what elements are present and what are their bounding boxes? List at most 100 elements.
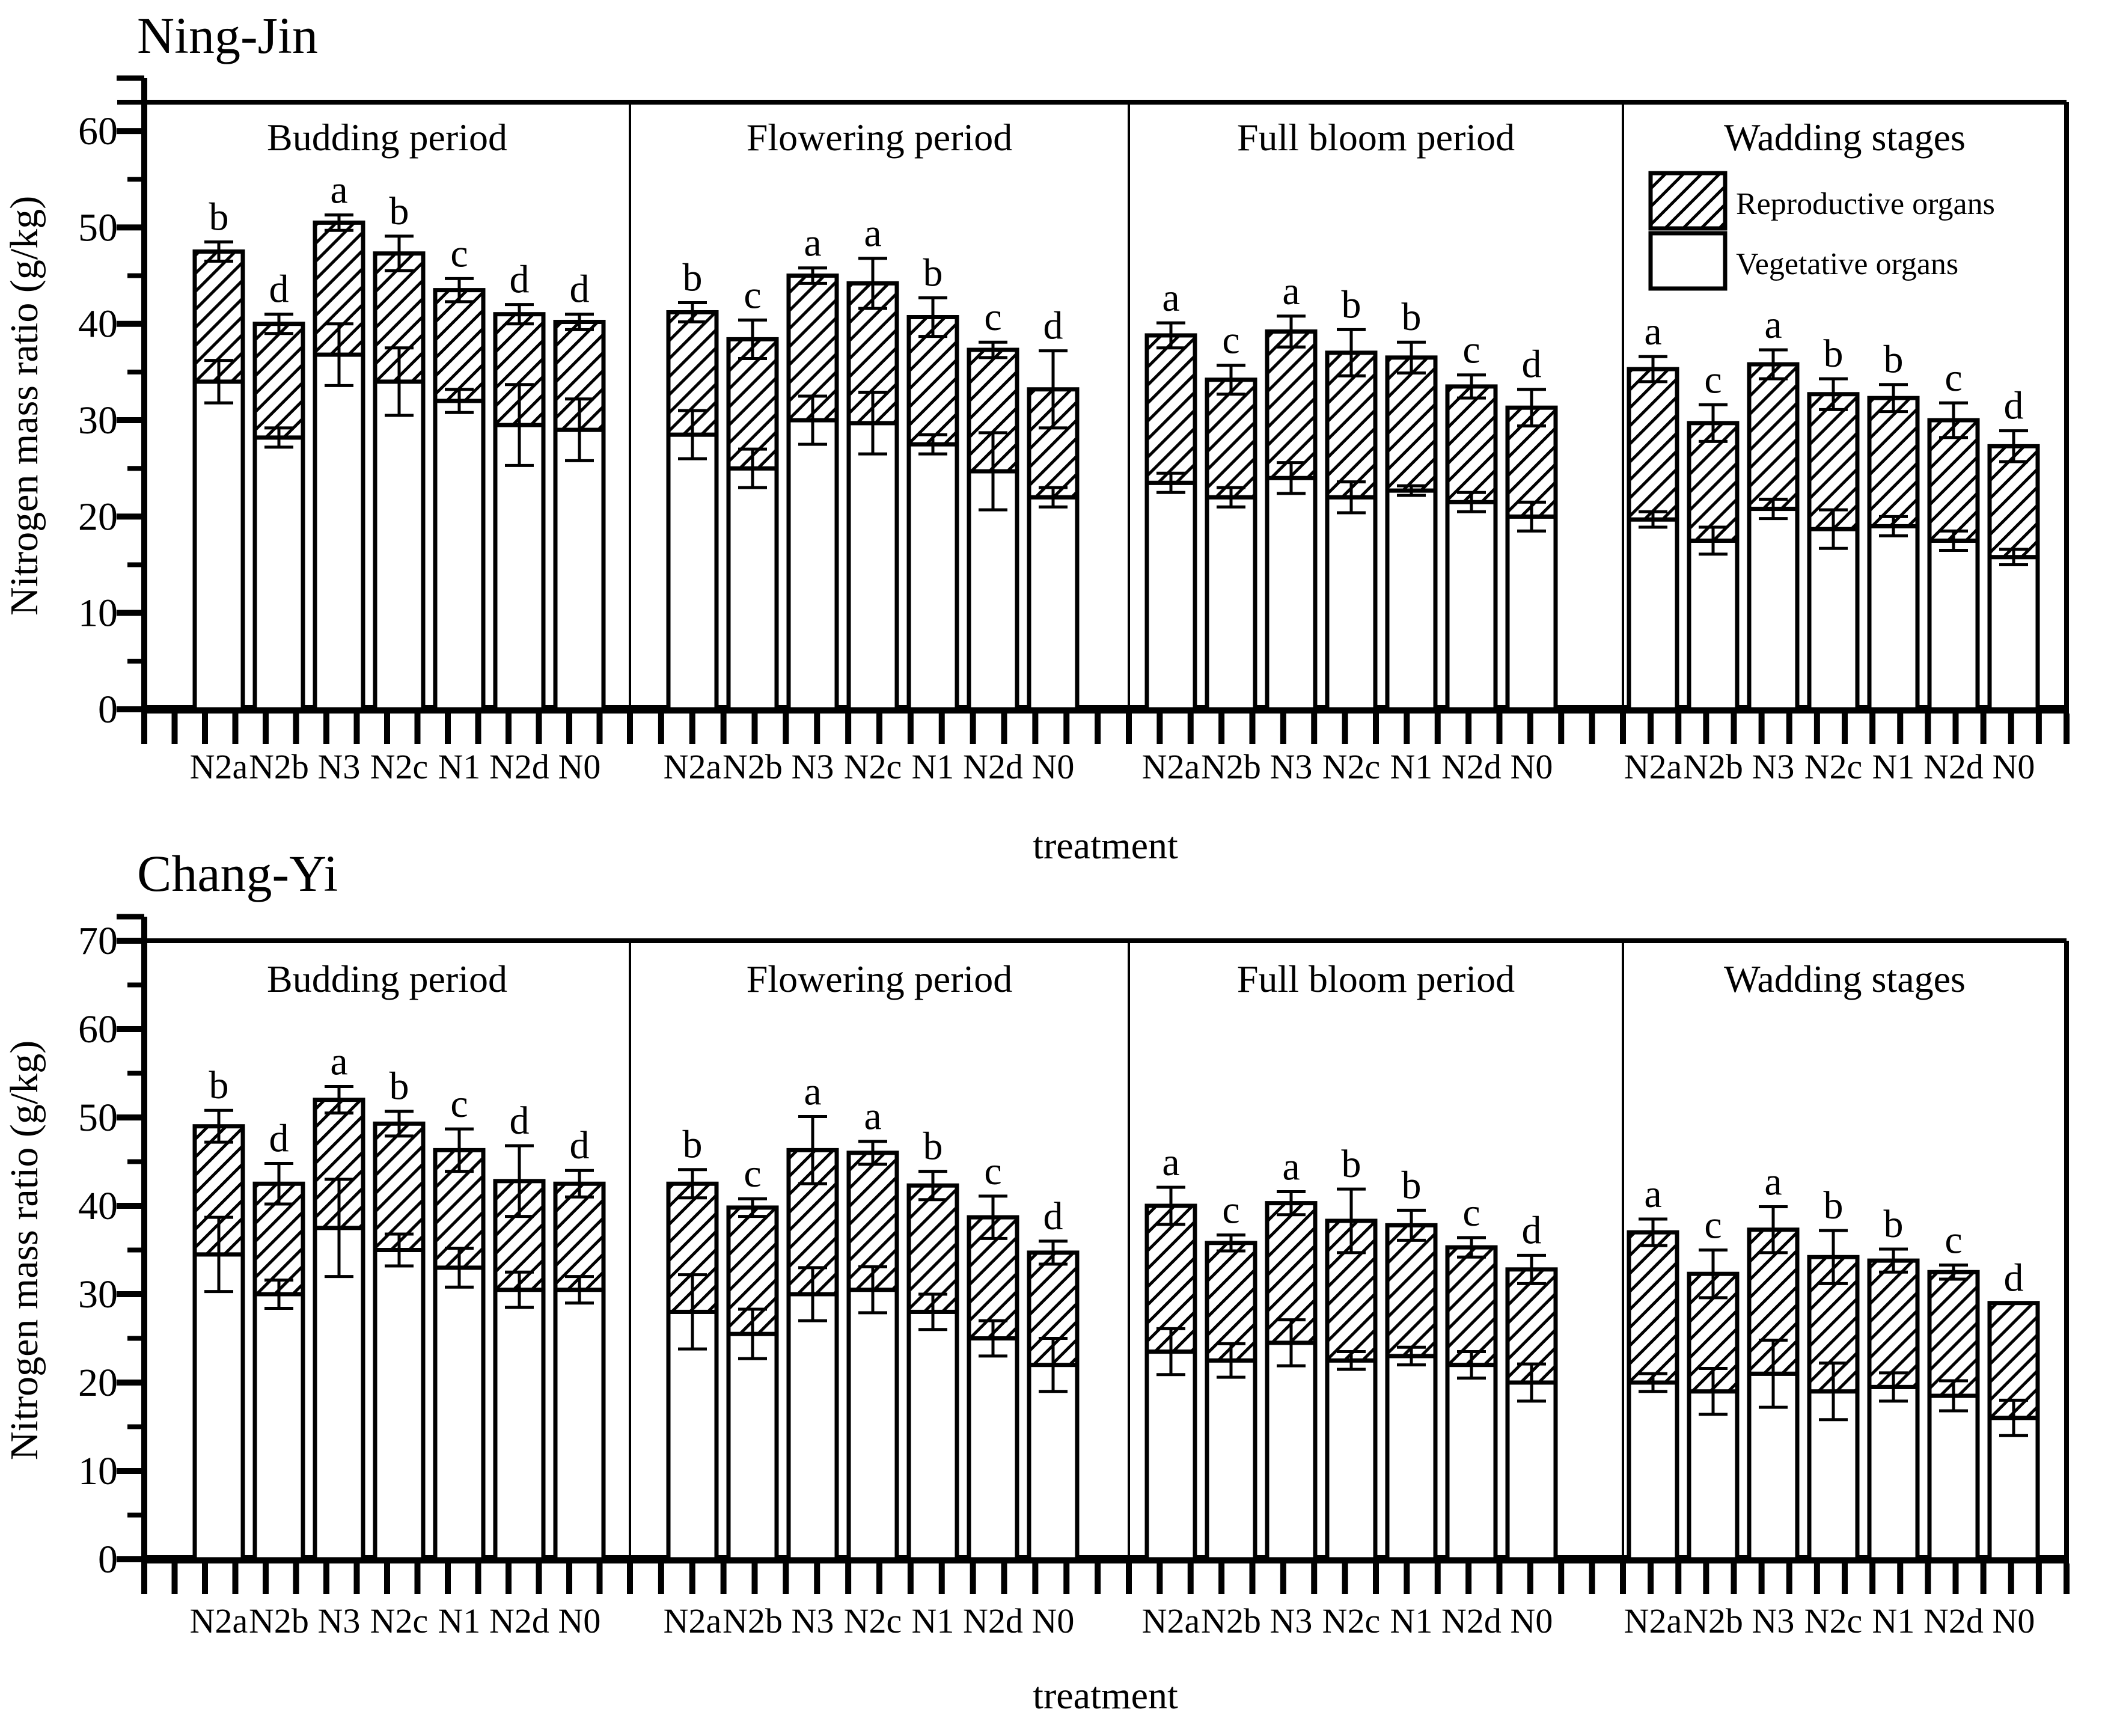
significance-letter: c bbox=[744, 1152, 761, 1196]
vegetative-segment bbox=[1807, 1389, 1860, 1562]
vegetative-segment bbox=[1205, 1358, 1257, 1562]
stacked-bar: d N0 bbox=[1027, 1194, 1080, 1640]
stacked-bar: b N2c bbox=[1804, 332, 1863, 786]
reproductive-segment bbox=[1445, 384, 1498, 504]
vegetative-segment bbox=[846, 421, 899, 712]
category-label: N0 bbox=[558, 1601, 601, 1640]
y-axis-label: Nitrogen mass ratio (g/kg) bbox=[2, 1041, 46, 1460]
vegetative-segment bbox=[1987, 1416, 2040, 1562]
y-tick-label: 50 bbox=[78, 1096, 118, 1140]
category-label: N3 bbox=[318, 747, 361, 786]
category-label: N3 bbox=[318, 1601, 361, 1640]
category-label: N2c bbox=[844, 747, 902, 786]
vegetative-segment bbox=[967, 1336, 1019, 1562]
category-label: N0 bbox=[1511, 747, 1553, 786]
stacked-bar: c N1 bbox=[433, 231, 486, 786]
significance-letter: d bbox=[510, 258, 530, 302]
vegetative-segment bbox=[192, 379, 245, 712]
significance-letter: d bbox=[2004, 1256, 2024, 1300]
significance-letter: c bbox=[984, 1149, 1001, 1193]
stacked-bar: c N2d bbox=[963, 295, 1023, 786]
significance-letter: a bbox=[1282, 269, 1300, 313]
significance-letter: b bbox=[683, 1123, 703, 1167]
stacked-bar: a N2c bbox=[844, 1095, 902, 1640]
significance-letter: b bbox=[1402, 1163, 1422, 1207]
significance-letter: a bbox=[1162, 1140, 1179, 1184]
significance-letter: d bbox=[1522, 1208, 1542, 1252]
y-tick-label: 70 bbox=[78, 919, 118, 963]
stacked-bar: d N2d bbox=[489, 1099, 549, 1640]
significance-letter: d bbox=[1043, 1194, 1063, 1238]
vegetative-segment bbox=[1265, 475, 1318, 712]
vegetative-segment bbox=[1144, 480, 1197, 712]
category-label: N1 bbox=[912, 747, 955, 786]
reproductive-segment bbox=[1265, 329, 1318, 480]
stacked-bar: c N1 bbox=[433, 1082, 486, 1640]
significance-letter: b bbox=[1824, 332, 1844, 376]
y-tick-label: 0 bbox=[98, 688, 118, 732]
category-label: N0 bbox=[558, 747, 601, 786]
stacked-bar: a N3 bbox=[786, 1070, 839, 1640]
group-title: Budding period bbox=[267, 958, 507, 1000]
period-group: Wadding stages a N2a c N2b a N3 b N2c b N1 c N2d d N0 bbox=[1620, 958, 2070, 1640]
panel-title: Ning-Jin bbox=[137, 7, 318, 64]
significance-letter: a bbox=[804, 221, 821, 265]
vegetative-segment bbox=[1747, 507, 1800, 712]
group-title: Full bloom period bbox=[1237, 958, 1515, 1000]
significance-letter: b bbox=[209, 195, 229, 239]
category-label: N1 bbox=[1872, 747, 1915, 786]
significance-letter: a bbox=[864, 1095, 881, 1138]
category-label: N2c bbox=[1322, 1601, 1381, 1640]
category-label: N2d bbox=[1923, 1601, 1984, 1640]
category-label: N2a bbox=[190, 747, 248, 786]
period-group: Flowering period b N2a c N2b a N3 a N2c b N1 c N2d d N… bbox=[627, 116, 1132, 786]
vegetative-segment bbox=[493, 1288, 546, 1562]
vegetative-segment bbox=[1265, 1340, 1318, 1562]
category-label: N2d bbox=[1441, 747, 1502, 786]
category-label: N2d bbox=[963, 1601, 1023, 1640]
y-tick-label: 60 bbox=[78, 109, 118, 153]
category-label: N2c bbox=[1804, 747, 1863, 786]
reproductive-segment bbox=[1144, 333, 1197, 485]
significance-letter: c bbox=[450, 1082, 468, 1126]
stacked-bar: c N2d bbox=[1923, 356, 1984, 786]
stacked-bar: d N0 bbox=[1027, 304, 1080, 786]
significance-letter: d bbox=[1522, 343, 1542, 387]
vegetative-segment bbox=[666, 432, 719, 712]
stacked-bar: d N0 bbox=[553, 267, 606, 786]
reproductive-segment bbox=[252, 322, 305, 440]
stacked-bar: b N2c bbox=[1804, 1184, 1863, 1640]
significance-letter: c bbox=[744, 273, 761, 317]
category-label: N3 bbox=[1752, 747, 1795, 786]
y-tick-label: 30 bbox=[78, 399, 118, 442]
stacked-bar: c N2b bbox=[723, 273, 783, 786]
period-group: Full bloom periodaN2acN2baN3bN2cbN1cN2dd… bbox=[1126, 958, 1626, 1640]
significance-letter: a bbox=[1644, 310, 1661, 353]
category-label: N3 bbox=[792, 1601, 834, 1640]
vegetative-segment bbox=[252, 1292, 305, 1562]
stacked-bar: a N3 bbox=[786, 221, 839, 786]
vegetative-segment bbox=[373, 379, 426, 712]
y-tick-label: 60 bbox=[78, 1007, 118, 1051]
vegetative-segment bbox=[433, 1265, 486, 1562]
category-label: N2b bbox=[249, 747, 309, 786]
group-title: Flowering period bbox=[747, 116, 1013, 159]
significance-letter: c bbox=[1222, 1188, 1239, 1232]
chart-panel-ning-jin: Ning-Jin 0 10 20 30 40 50 60 Nitrogen mass ratio… bbox=[2, 7, 2070, 867]
category-label: N2c bbox=[844, 1601, 902, 1640]
stacked-bar: c N2d bbox=[1441, 328, 1502, 786]
stacked-bar: c N2b bbox=[723, 1152, 783, 1640]
reproductive-segment bbox=[1867, 1258, 1920, 1389]
significance-letter: a bbox=[1764, 303, 1782, 347]
category-label: N2d bbox=[1923, 747, 1984, 786]
stacked-bar: d N0 bbox=[1987, 1256, 2040, 1640]
category-label: N1 bbox=[1390, 1601, 1433, 1640]
reproductive-segment bbox=[1867, 396, 1920, 528]
category-label: N2d bbox=[963, 747, 1023, 786]
period-group: Full bloom periodaN2acN2baN3bN2cbN1cN2dd… bbox=[1126, 116, 1626, 786]
significance-letter: b bbox=[390, 189, 409, 233]
category-label: N2a bbox=[664, 747, 722, 786]
stacked-bar: c N2b bbox=[1201, 1188, 1261, 1640]
vegetative-segment bbox=[1807, 527, 1860, 712]
